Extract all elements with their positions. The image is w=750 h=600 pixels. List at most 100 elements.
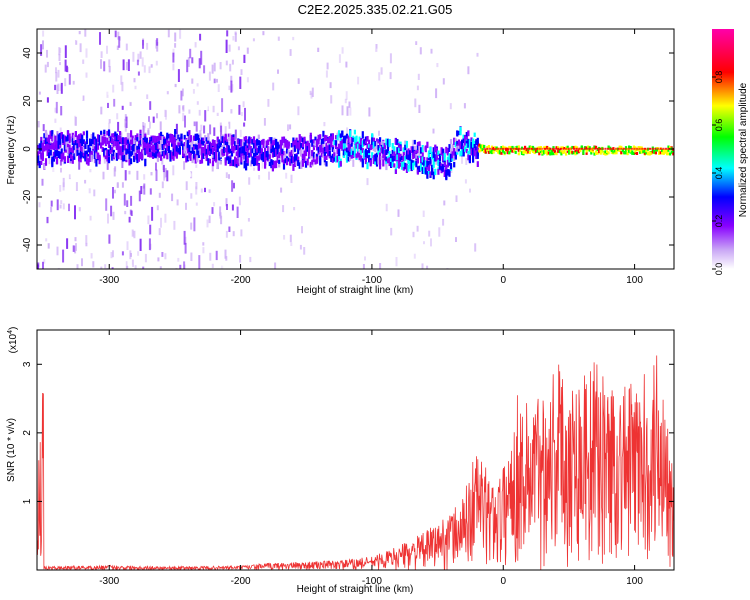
spectrogram-ridge-cell [251,139,254,145]
spectrogram-ridge-cell [328,138,331,144]
spectrogram-ridge-cell [317,147,320,153]
spectrogram-streak-cell [143,183,146,195]
spectrogram-ridge-cell [130,158,133,165]
top-y-tick-label: -20 [22,189,33,204]
spectrogram-noise-cell [156,54,159,63]
spectrogram-ridge-cell [200,137,204,145]
spectrogram-ridge-cell [379,163,382,170]
spectrogram-peak-cell [638,147,641,150]
spectrogram-noise-cell [56,246,59,256]
spectrogram-ridge-cell [550,152,553,156]
spectrogram-ridge-cell [264,162,267,169]
spectrogram-streak-cell [166,170,169,182]
spectrogram-noise-cell [89,169,92,173]
spectrogram-ridge-cell [40,136,43,141]
spectrogram-ridge-cell [279,139,282,147]
spectrogram-noise-cell [240,69,243,75]
spectrogram-ridge-cell [107,140,111,148]
spectrogram-noise-cell [421,263,424,269]
spectrogram-ridge-cell [289,159,292,166]
spectrogram-noise-cell [225,60,228,66]
spectrogram-ridge-cell [292,141,295,147]
spectrogram-noise-cell [131,229,134,237]
spectrogram-ridge-cell [252,139,256,145]
spectrogram-noise-cell [161,158,164,165]
spectrogram-peak-cell [515,147,518,150]
spectrogram-ridge-cell [423,146,426,151]
spectrogram-ridge-cell [81,134,84,142]
spectrogram-ridge-cell [241,141,245,147]
spectrogram-ridge-cell [394,157,397,162]
spectrogram-ridge-cell [620,145,623,149]
spectrogram-ridge-cell [52,137,55,144]
spectrogram-ridge-cell [490,151,494,155]
spectrogram-ridge-cell [290,143,293,148]
spectrogram-ridge-cell [175,146,178,152]
spectrogram-ridge-cell [645,148,648,152]
spectrogram-noise-cell [116,183,119,187]
spectrogram-ridge-cell [43,145,46,152]
spectrogram-ridge-cell [402,161,405,167]
spectrogram-noise-cell [297,78,300,84]
spectrogram-noise-cell [129,95,132,103]
spectrogram-ridge-cell [380,156,383,160]
spectrogram-noise-cell [422,210,425,217]
spectrogram-ridge-cell [434,154,437,162]
spectrogram-ridge-cell [59,151,62,159]
spectrogram-streak-cell [112,187,114,199]
spectrogram-ridge-cell [293,139,297,146]
spectrogram-streak-cell [127,59,130,71]
spectrogram-ridge-cell [117,152,120,160]
spectrogram-ridge-cell [155,142,158,151]
spectrogram-noise-cell [213,202,216,207]
spectrogram-ridge-cell [451,143,454,152]
spectrogram-ridge-cell [301,145,304,150]
spectrogram-noise-cell [173,220,176,230]
spectrogram-ridge-cell [667,145,670,149]
spectrogram-ridge-cell [350,137,353,144]
spectrogram-ridge-cell [401,155,404,164]
spectrogram-noise-cell [174,32,177,42]
spectrogram-ridge-cell [191,147,194,154]
spectrogram-ridge-cell [300,149,303,157]
spectrogram-noise-cell [201,235,204,241]
spectrogram-streak-cell [56,199,59,211]
spectrogram-ridge-cell [415,154,418,159]
spectrogram-ridge-cell [90,154,93,162]
spectrogram-noise-cell [285,172,288,179]
spectrogram-ridge-cell [174,129,177,134]
spectrogram-ridge-cell [407,160,410,165]
spectrogram-ridge-cell [331,153,334,161]
spectrogram-ridge-cell [55,140,59,148]
spectrogram-ridge-cell [137,140,141,148]
spectrogram-noise-cell [206,219,209,228]
spectrogram-ridge-cell [49,150,52,156]
spectrogram-streak-cell [193,121,196,127]
spectrogram-ridge-cell [538,152,541,156]
spectrogram-ridge-cell [385,156,388,162]
spectrogram-ridge-cell [546,145,549,149]
spectrogram-ridge-cell [401,162,404,170]
spectrogram-ridge-cell [202,141,205,146]
spectrogram-streak-cell [56,131,59,141]
spectrogram-noise-cell [150,64,153,68]
spectrogram-noise-cell [299,244,302,250]
spectrogram-noise-cell [69,218,72,224]
spectrogram-ridge-cell [355,153,358,159]
spectrogram-ridge-cell [221,136,224,143]
spectrogram-ridge-cell [524,150,527,154]
spectrogram-ridge-cell [481,146,484,150]
spectrogram-ridge-cell [304,143,308,151]
spectrogram-ridge-cell [530,146,533,150]
spectrogram-ridge-cell [475,151,478,160]
spectrogram-ridge-cell [418,165,421,173]
spectrogram-noise-cell [122,267,124,269]
spectrogram-peak-cell [536,147,539,150]
spectrogram-streak-cell [140,186,143,195]
spectrogram-ridge-cell [125,137,128,146]
spectrogram-ridge-cell [628,145,631,149]
spectrogram-ridge-cell [410,163,413,171]
spectrogram-ridge-cell [331,158,334,163]
spectrogram-ridge-cell [40,152,43,160]
spectrogram-ridge-cell [336,155,339,163]
